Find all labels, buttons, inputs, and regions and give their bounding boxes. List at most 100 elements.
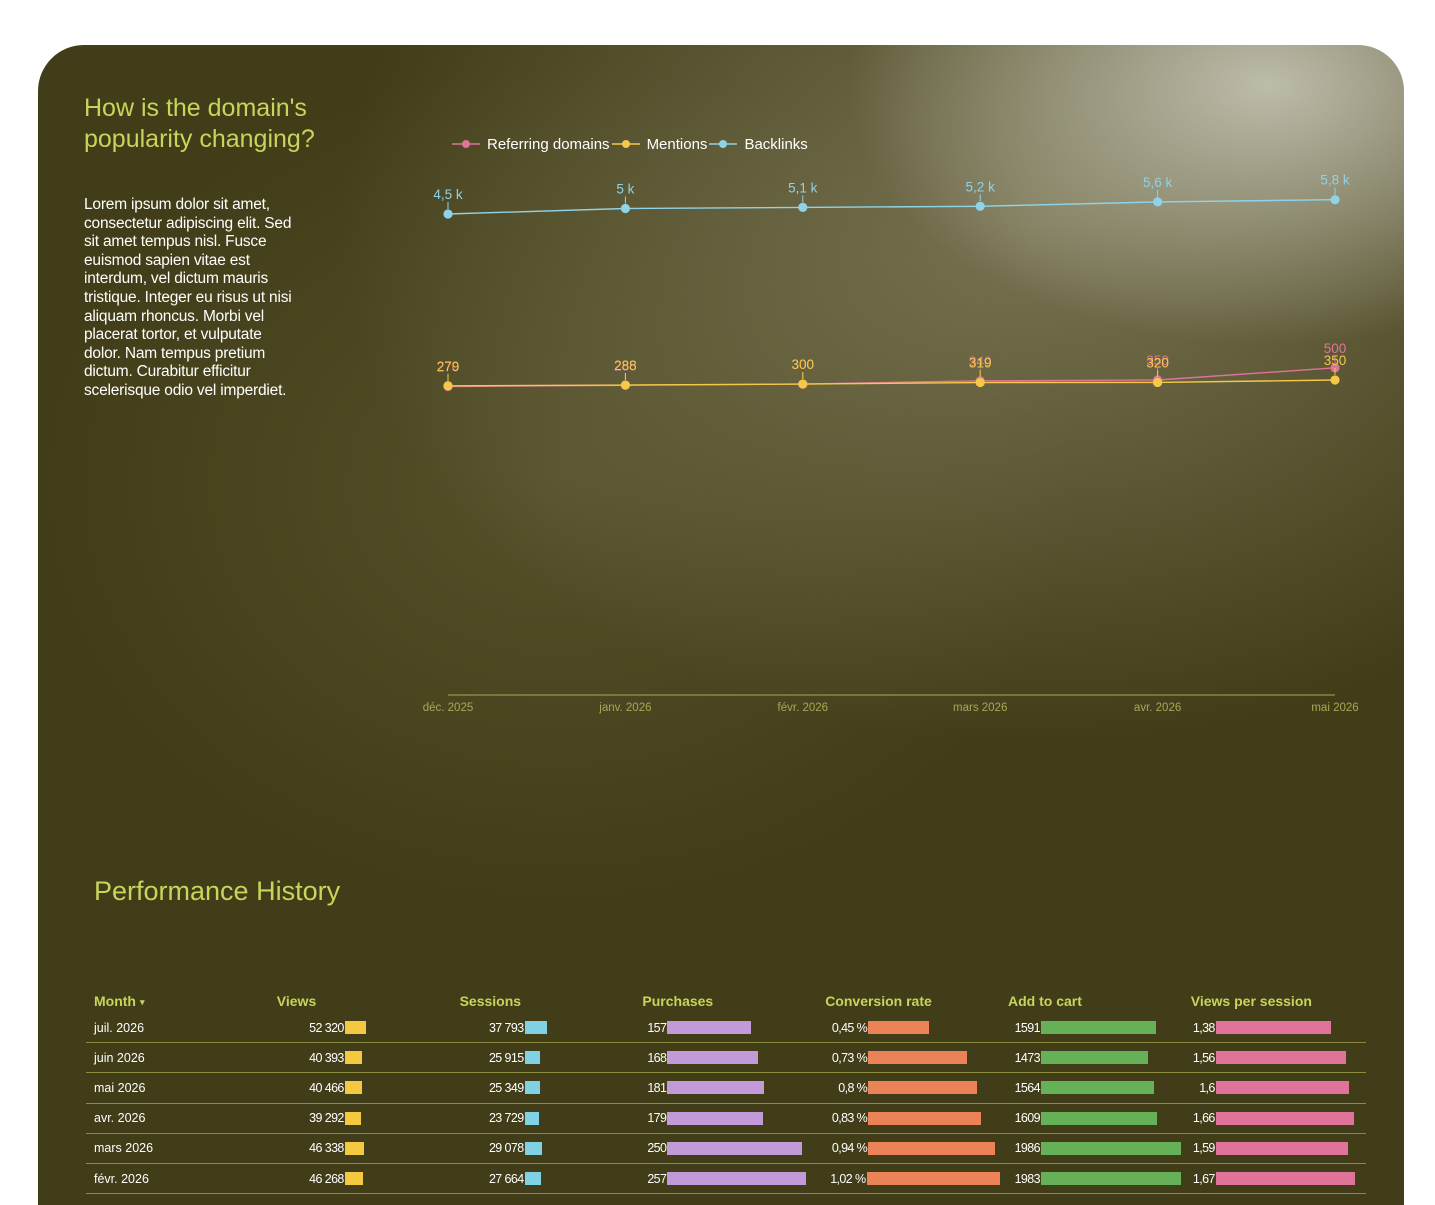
- table-row[interactable]: févr. 2026 46 268 27 664 257 1,02 % 1983 1,67: [86, 1164, 1366, 1195]
- conversion-rate-bar: [868, 1081, 978, 1095]
- add-to-cart-cell: 1609: [1000, 1111, 1183, 1125]
- backlinks-point: [1330, 195, 1340, 205]
- column-header-label: Month: [94, 993, 136, 1009]
- backlinks-point: [1153, 197, 1163, 207]
- purchases-bar: [667, 1081, 765, 1095]
- add-to-cart-value: 1983: [1014, 1171, 1041, 1186]
- views-per-session-bar: [1215, 1021, 1331, 1035]
- add-to-cart-value: 1609: [1014, 1111, 1041, 1126]
- conversion-rate-cell: 0,73 %: [817, 1051, 1000, 1065]
- legend-item-referring-domains[interactable]: Referring domains: [452, 136, 610, 153]
- views-cell: 39 292: [269, 1111, 452, 1125]
- mentions-data-label: 319: [969, 356, 992, 371]
- sessions-cell: 25 349: [452, 1081, 635, 1095]
- sessions-cell: 37 793: [452, 1021, 635, 1035]
- sessions-bar: [524, 1172, 541, 1186]
- sort-descending-icon[interactable]: ▾: [139, 997, 145, 1007]
- column-header-month[interactable]: Month ▾: [86, 993, 269, 1009]
- mentions-data-label: 288: [614, 358, 637, 373]
- views-value: 46 338: [309, 1141, 344, 1156]
- table-row[interactable]: juin 2026 40 393 25 915 168 0,73 % 1473 1,56: [86, 1043, 1366, 1074]
- column-header-views-per-session[interactable]: Views per session: [1183, 993, 1366, 1009]
- x-tick-label: déc. 2025: [423, 702, 474, 714]
- views-cell: 40 466: [269, 1081, 452, 1095]
- column-header-conversion-rate[interactable]: Conversion rate: [817, 993, 1000, 1009]
- sessions-cell: 27 664: [452, 1172, 635, 1186]
- purchases-value: 250: [647, 1141, 667, 1156]
- views-per-session-bar: [1215, 1172, 1355, 1186]
- conversion-rate-cell: 0,45 %: [817, 1021, 1000, 1035]
- views-value: 40 393: [309, 1050, 344, 1065]
- purchases-cell: 179: [634, 1111, 817, 1125]
- mentions-point: [1330, 375, 1340, 385]
- sessions-bar: [524, 1111, 539, 1125]
- views-per-session-cell: 1,59: [1183, 1141, 1366, 1155]
- backlinks-data-label: 5,2 k: [966, 179, 996, 194]
- table-row[interactable]: juil. 2026 52 320 37 793 157 0,45 % 1591 1,38: [86, 1013, 1366, 1044]
- legend-swatch-icon: [611, 140, 640, 148]
- views-value: 40 466: [309, 1080, 344, 1095]
- table-row[interactable]: avr. 2026 39 292 23 729 179 0,83 % 1609 1,66: [86, 1104, 1366, 1134]
- conversion-rate-value: 1,02 %: [830, 1171, 866, 1186]
- views-per-session-value: 1,67: [1192, 1171, 1216, 1186]
- column-header-purchases[interactable]: Purchases: [634, 993, 817, 1009]
- purchases-cell: 168: [634, 1051, 817, 1065]
- sessions-bar: [524, 1141, 542, 1155]
- referring-domains-data-label: 300: [792, 357, 815, 372]
- purchases-cell: 157: [634, 1021, 817, 1035]
- mentions-data-label: 279: [437, 359, 460, 374]
- purchases-bar: [667, 1051, 759, 1065]
- table-row[interactable]: mai 2026 40 466 25 349 181 0,8 % 1564 1,6: [86, 1073, 1366, 1104]
- purchases-bar: [667, 1141, 803, 1155]
- month-cell: mars 2026: [94, 1141, 154, 1156]
- column-header-label: Views: [276, 993, 317, 1009]
- views-cell: 52 320: [269, 1021, 452, 1035]
- add-to-cart-cell: 1564: [1000, 1081, 1183, 1095]
- views-bar: [344, 1051, 362, 1065]
- purchases-value: 257: [647, 1171, 667, 1186]
- conversion-rate-cell: 0,94 %: [817, 1141, 1000, 1155]
- conversion-rate-cell: 1,02 %: [817, 1172, 1000, 1186]
- mentions-point: [1153, 377, 1163, 388]
- x-tick-label: févr. 2026: [778, 702, 829, 714]
- conversion-rate-value: 0,73 %: [831, 1050, 868, 1065]
- add-to-cart-bar: [1040, 1021, 1156, 1035]
- views-cell: 40 393: [269, 1051, 452, 1065]
- performance-table: Month ▾ Views Sessions Purchases Conversion r…: [86, 989, 1366, 1195]
- purchases-bar: [667, 1021, 752, 1035]
- conversion-rate-bar: [868, 1141, 996, 1155]
- x-tick-label: janv. 2026: [598, 702, 651, 714]
- mentions-point: [798, 379, 808, 389]
- section-title: Performance History: [94, 876, 341, 906]
- views-per-session-bar: [1215, 1141, 1348, 1155]
- backlinks-point: [975, 201, 985, 211]
- add-to-cart-cell: 1591: [1000, 1021, 1183, 1035]
- backlinks-point: [620, 203, 631, 214]
- views-per-session-bar: [1215, 1081, 1349, 1095]
- column-header-add-to-cart[interactable]: Add to cart: [1000, 993, 1183, 1009]
- legend-item-mentions[interactable]: Mentions: [611, 136, 707, 153]
- legend-label: Referring domains: [487, 135, 610, 153]
- add-to-cart-bar: [1040, 1141, 1181, 1155]
- legend-item-backlinks[interactable]: Backlinks: [709, 136, 808, 153]
- add-to-cart-value: 1473: [1014, 1050, 1041, 1065]
- add-to-cart-cell: 1986: [1000, 1141, 1183, 1155]
- sessions-value: 37 793: [488, 1020, 524, 1035]
- backlinks-data-label: 5,1 k: [788, 180, 818, 195]
- column-header-sessions[interactable]: Sessions: [452, 993, 635, 1009]
- backlinks-data-label: 5,6 k: [1143, 175, 1173, 190]
- referring-domains-data-label: 500: [1324, 341, 1347, 356]
- views-value: 52 320: [309, 1020, 344, 1035]
- column-header-views[interactable]: Views: [269, 993, 452, 1009]
- sessions-value: 23 729: [488, 1111, 524, 1126]
- views-per-session-cell: 1,38: [1183, 1021, 1366, 1035]
- add-to-cart-cell: 1983: [1000, 1172, 1183, 1186]
- views-value: 39 292: [309, 1111, 344, 1126]
- table-row[interactable]: mars 2026 46 338 29 078 250 0,94 % 1986 1,59: [86, 1134, 1366, 1164]
- sessions-value: 27 664: [488, 1171, 524, 1186]
- conversion-rate-value: 0,94 %: [831, 1141, 868, 1156]
- month-cell: avr. 2026: [94, 1111, 146, 1126]
- sessions-bar: [524, 1021, 547, 1035]
- mentions-data-label: 350: [1324, 353, 1347, 368]
- conversion-rate-value: 0,45 %: [831, 1020, 868, 1035]
